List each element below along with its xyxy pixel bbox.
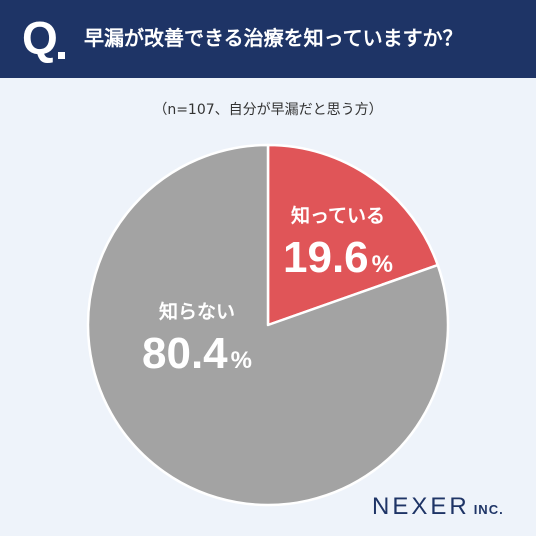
slice-value-unknown: 80.4% (142, 329, 252, 378)
slice-label-known: 知っている (291, 204, 385, 227)
nexer-logo: NEXER INC. (372, 493, 504, 524)
question-title: 早漏が改善できる治療を知っていますか？ (84, 26, 463, 50)
q-mark: Q (22, 12, 58, 64)
slice-label-unknown: 知らない (159, 300, 235, 323)
logo-sub-text: INC. (473, 502, 504, 517)
pie-slice-unknown (86, 143, 450, 507)
sample-note: （n=107、自分が早漏だと思う方） (153, 102, 383, 118)
logo-main-text: NEXER (372, 493, 470, 520)
q-dot (58, 52, 65, 59)
header-banner: Q 早漏が改善できる治療を知っていますか？ (0, 0, 536, 78)
slice-value-known: 19.6% (283, 233, 393, 282)
